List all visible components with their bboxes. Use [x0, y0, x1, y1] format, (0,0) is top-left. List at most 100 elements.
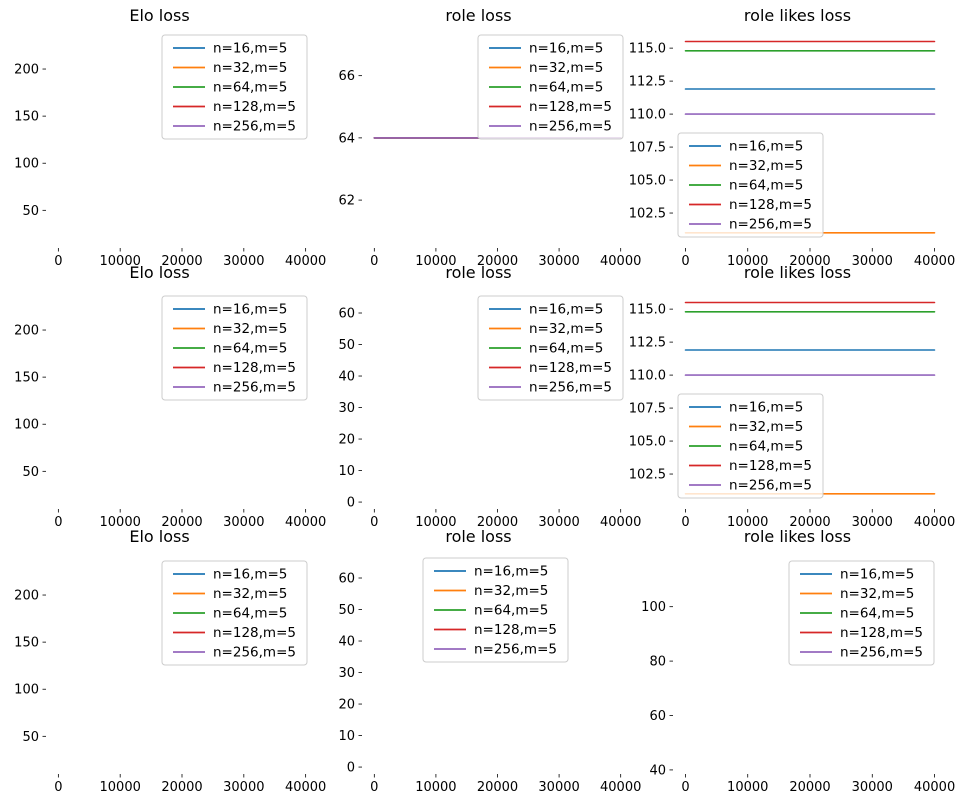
legend-label: n=32,m=5	[729, 419, 803, 435]
x-tick-label: 20000	[161, 780, 202, 795]
legend-box	[788, 560, 935, 666]
x-tick-label: 0	[681, 254, 689, 269]
x-tick-label: 0	[681, 780, 689, 795]
y-tick-label: 110.0	[629, 369, 666, 384]
y-tick-label: 102.5	[629, 207, 666, 222]
legend-label: n=32,m=5	[213, 60, 287, 76]
legend-label: n=256,m=5	[729, 217, 812, 233]
y-tick-label: 107.5	[629, 402, 666, 417]
legend-label: n=256,m=5	[474, 642, 557, 658]
y-tick-label: 40	[649, 763, 666, 778]
legend-label: n=64,m=5	[474, 603, 548, 619]
x-tick-label: 0	[370, 515, 378, 530]
legend-box	[677, 132, 824, 238]
x-tick-label: 30000	[223, 515, 264, 530]
legend-label: n=256,m=5	[529, 380, 612, 396]
legend-box	[477, 34, 624, 140]
plot-canvas: 0 10000 20000 30000 40000406080100n=16,m=5n=…	[641, 560, 955, 795]
legend-label: n=64,m=5	[213, 606, 287, 622]
x-tick-label: 40000	[285, 780, 326, 795]
subplot-likes_flat-r1: role likes loss 0 10000 20000 30000 40000 102.…	[629, 0, 957, 269]
x-tick-label: 40000	[600, 780, 641, 795]
y-tick-label: 200	[14, 589, 39, 604]
y-tick-label: 0	[347, 761, 355, 776]
plot-canvas: 0 10000 20000 30000 40000 50 100 150 200 n=16,m=5…	[14, 295, 326, 530]
legend: n=16,m=5 n=32,m=5 n=64,m=5 n=128,m=5 n=256,m…	[477, 295, 624, 401]
y-tick-label: 66	[338, 69, 355, 84]
legend-label: n=128,m=5	[729, 197, 812, 213]
legend-label: n=64,m=5	[529, 341, 603, 357]
legend-label: n=128,m=5	[529, 360, 612, 376]
legend-label: n=128,m=5	[213, 99, 296, 115]
legend-label: n=32,m=5	[213, 586, 287, 602]
legend-label: n=128,m=5	[529, 99, 612, 115]
legend-label: n=16,m=5	[529, 41, 603, 57]
y-tick-label: 150	[14, 371, 39, 386]
legend: n=16,m=5 n=32,m=5 n=64,m=5 n=128,m=5 n=256,m…	[477, 34, 624, 140]
legend-label: n=64,m=5	[729, 439, 803, 455]
legend-label: n=128,m=5	[474, 622, 557, 638]
x-tick-label: 0	[54, 780, 62, 795]
y-tick-label: 115.0	[629, 42, 666, 57]
x-tick-label: 30000	[852, 254, 893, 269]
x-tick-label: 10000	[415, 515, 456, 530]
legend-label: n=16,m=5	[840, 567, 914, 583]
x-tick-label: 0	[681, 515, 689, 530]
legend: n=16,m=5 n=32,m=5 n=64,m=5 n=128,m=5 n=256,m…	[161, 295, 308, 401]
subplot-role_mid-r2: role loss 0 10000 20000 30000 40000 0 10 20 30 40 5…	[319, 261, 641, 530]
x-tick-label: 10000	[727, 254, 768, 269]
y-tick-label: 30	[338, 401, 355, 416]
legend-label: n=128,m=5	[729, 458, 812, 474]
y-tick-label: 64	[338, 131, 355, 146]
x-tick-label: 30000	[223, 780, 264, 795]
x-tick-label: 40000	[914, 780, 955, 795]
legend-label: n=16,m=5	[474, 564, 548, 580]
legend-label: n=256,m=5	[213, 380, 296, 396]
plot-canvas: 0 10000 20000 30000 40000 0 10 20 30 40 50 60 n=16,m…	[338, 295, 641, 530]
y-tick-label: 150	[14, 110, 39, 125]
x-tick-label: 20000	[789, 515, 830, 530]
x-tick-label: 10000	[100, 780, 141, 795]
legend-label: n=64,m=5	[213, 80, 287, 96]
plot-title: role loss	[445, 527, 512, 546]
y-tick-label: 112.5	[629, 336, 666, 351]
plot-title: role likes loss	[743, 6, 852, 25]
x-tick-label: 10000	[415, 780, 456, 795]
legend-label: n=64,m=5	[840, 606, 914, 622]
x-tick-label: 30000	[852, 780, 893, 795]
y-tick-label: 50	[338, 338, 355, 353]
subplot-likes_flat-r2: role likes loss 0 10000 20000 30000 40000 102.…	[629, 261, 957, 530]
legend-label: n=128,m=5	[213, 360, 296, 376]
x-tick-label: 40000	[285, 515, 326, 530]
y-tick-label: 10	[338, 729, 355, 744]
x-tick-label: 0	[370, 780, 378, 795]
plot-title: Elo loss	[129, 6, 190, 25]
y-tick-label: 60	[338, 572, 355, 587]
x-tick-label: 20000	[477, 254, 518, 269]
x-tick-label: 40000	[600, 515, 641, 530]
y-tick-label: 20	[338, 698, 355, 713]
legend: n=16,m=5 n=32,m=5 n=64,m=5 n=128,m=5 n=256,m…	[677, 393, 824, 499]
plot-title: Elo loss	[129, 263, 190, 282]
legend-label: n=32,m=5	[529, 60, 603, 76]
legend-box	[677, 393, 824, 499]
x-tick-label: 40000	[914, 254, 955, 269]
x-tick-label: 10000	[727, 515, 768, 530]
x-tick-label: 30000	[852, 515, 893, 530]
legend: n=16,m=5 n=32,m=5 n=64,m=5 n=128,m=5 n=256,m…	[161, 34, 308, 140]
y-tick-label: 40	[338, 635, 355, 650]
plot-canvas: 0 10000 20000 30000 40000 0 10 20 30 40 50 60 n=16,m…	[338, 557, 641, 795]
x-tick-label: 30000	[538, 515, 579, 530]
y-tick-label: 200	[14, 324, 39, 339]
y-tick-label: 150	[14, 636, 39, 651]
legend-box	[477, 295, 624, 401]
legend-label: n=16,m=5	[529, 302, 603, 318]
plot-title: Elo loss	[129, 527, 190, 546]
y-tick-label: 62	[338, 194, 355, 209]
subplot-elo-r2: Elo loss 0 10000 20000 30000 40000 50 100 150 200…	[0, 261, 326, 530]
x-tick-label: 20000	[477, 780, 518, 795]
legend-label: n=256,m=5	[729, 478, 812, 494]
subplot-likes_bot-r3: role likes loss 0 10000 20000 30000 40000 40 60…	[638, 526, 957, 803]
legend-label: n=64,m=5	[529, 80, 603, 96]
